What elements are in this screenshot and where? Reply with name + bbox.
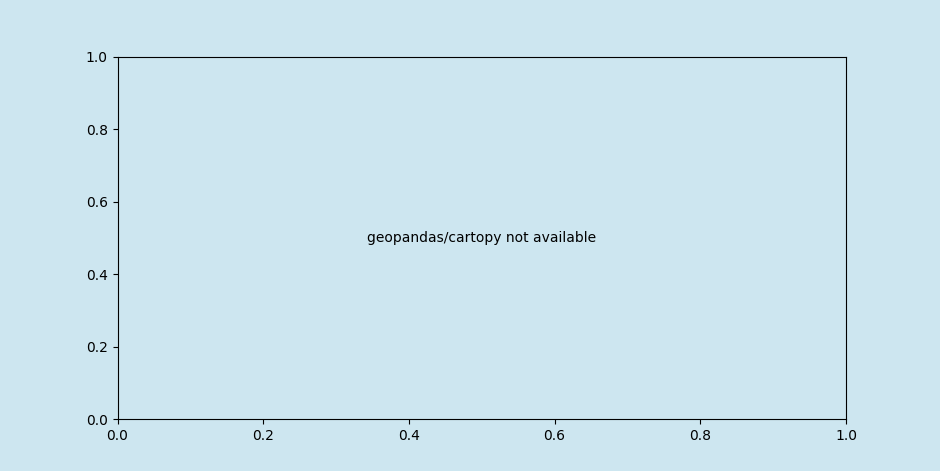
Text: geopandas/cartopy not available: geopandas/cartopy not available xyxy=(368,231,596,245)
